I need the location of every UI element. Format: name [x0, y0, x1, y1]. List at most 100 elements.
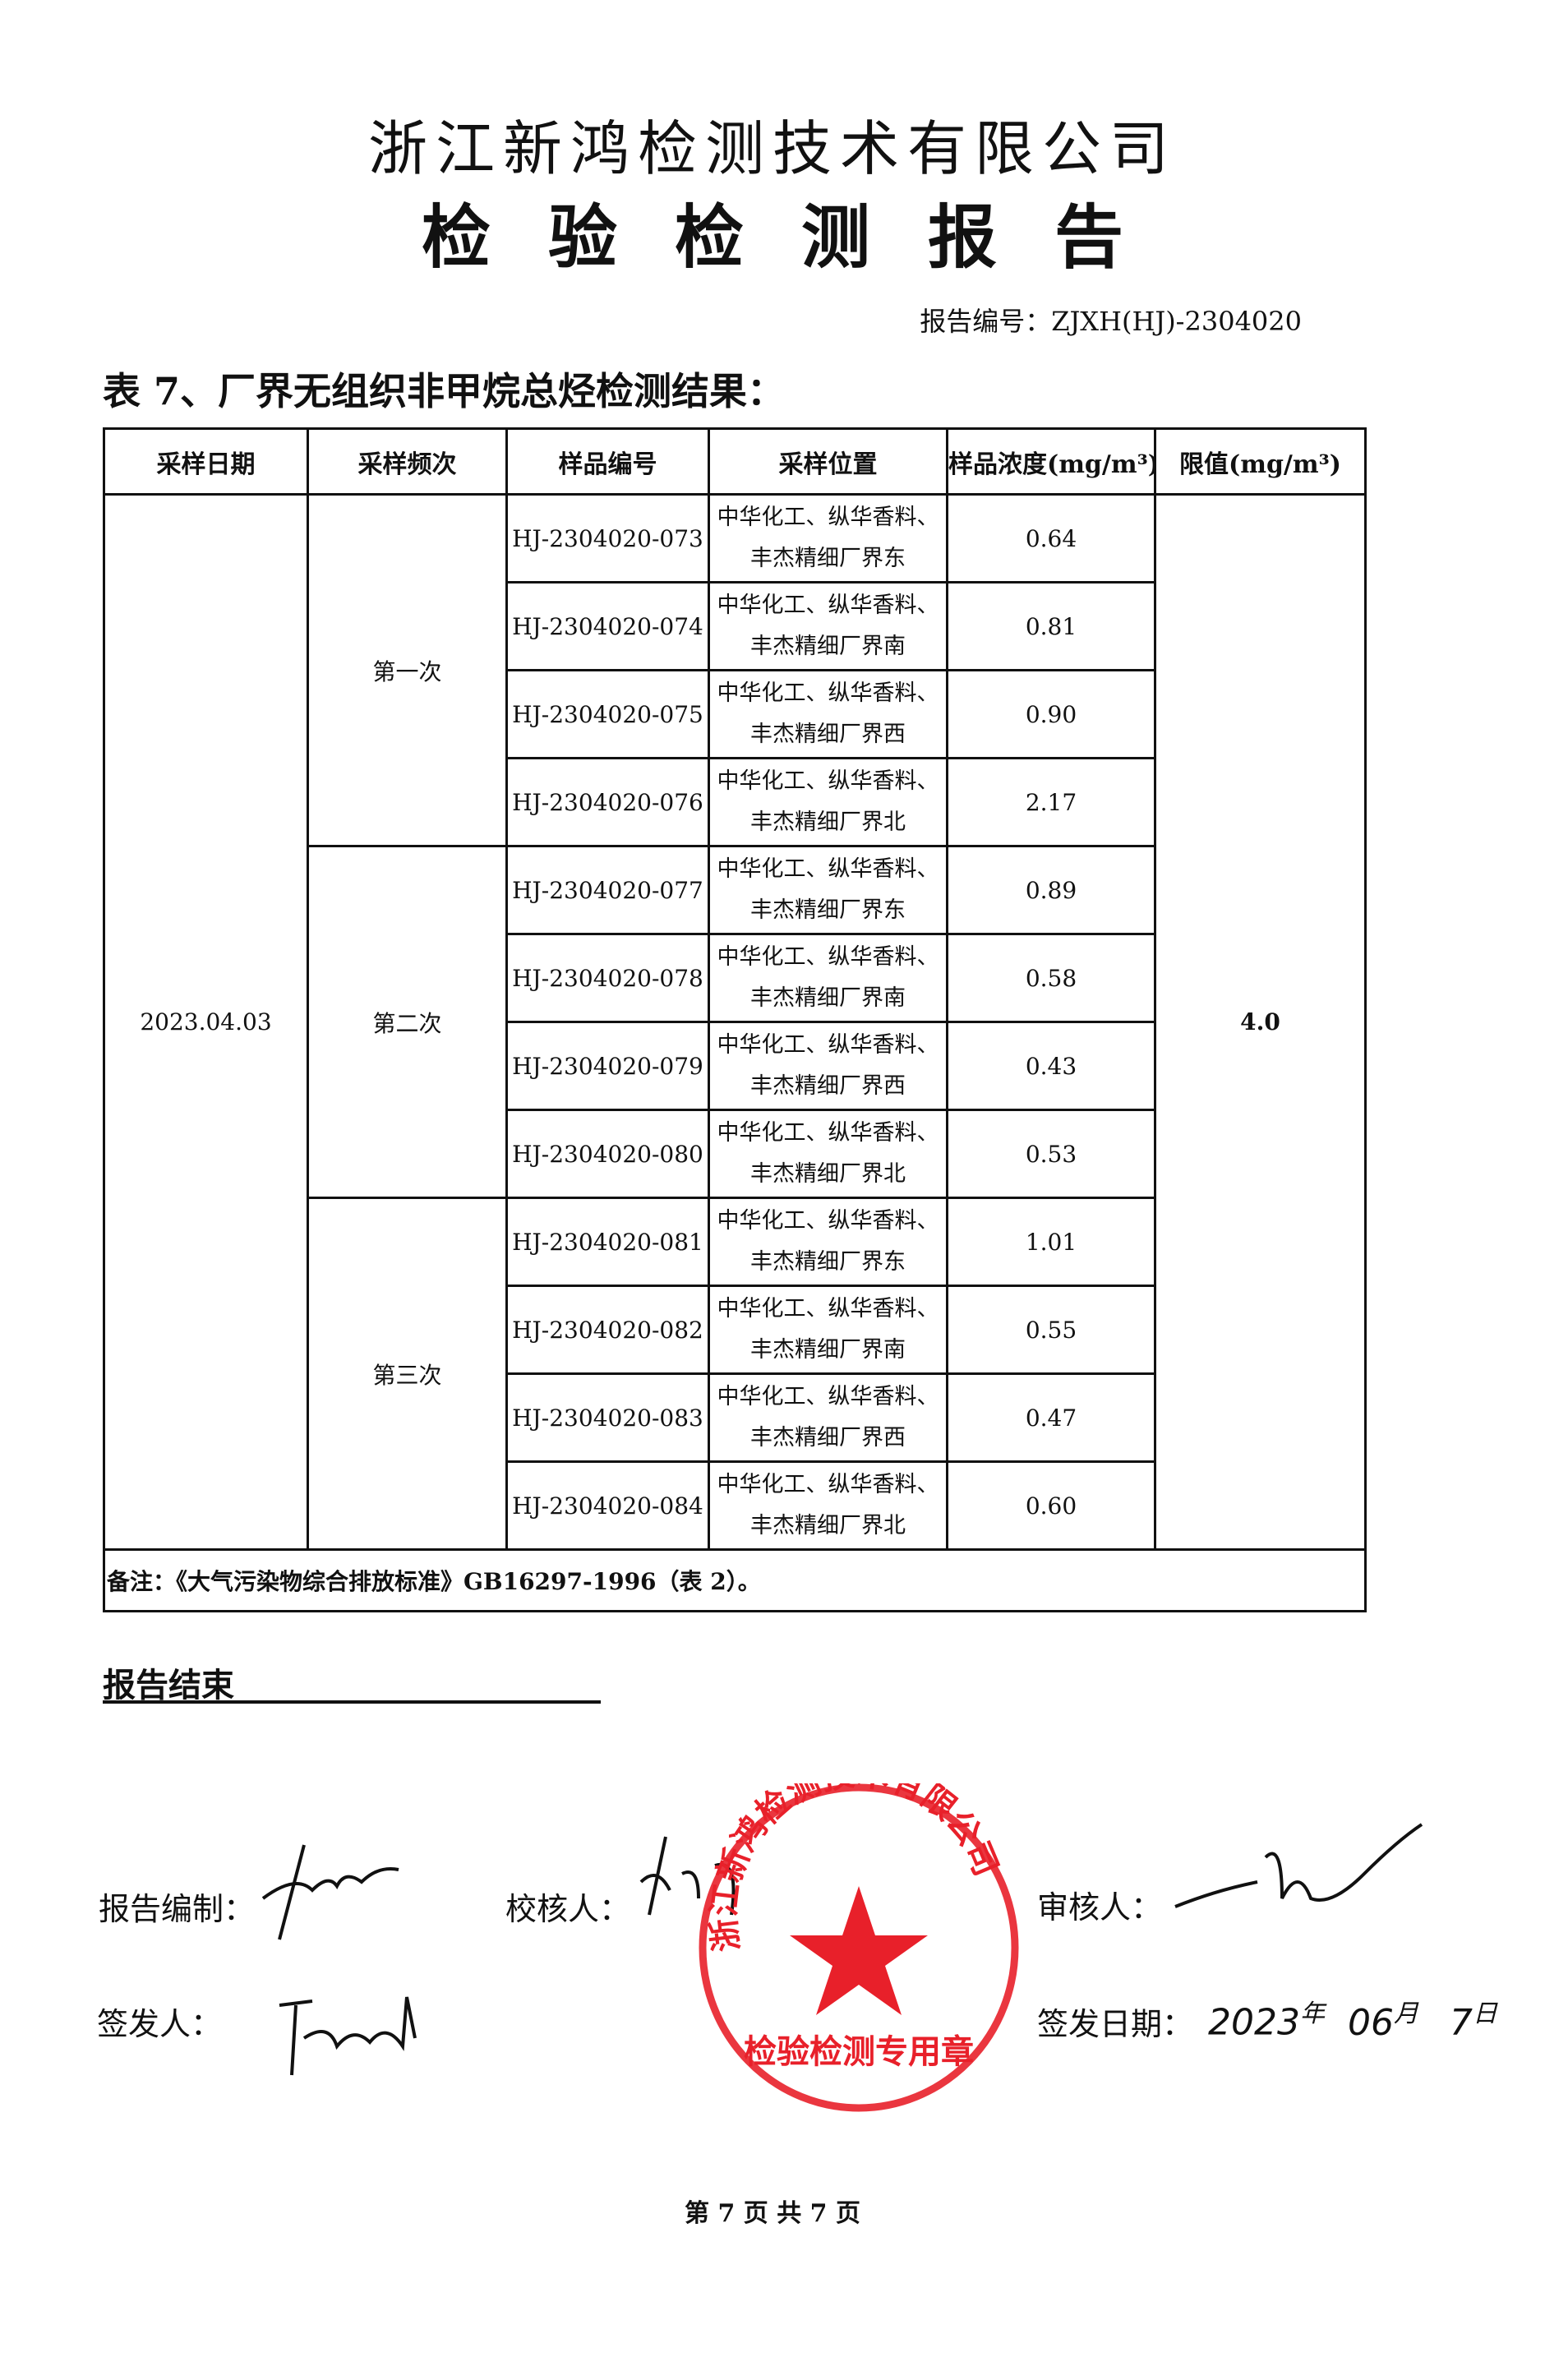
table-row: 第三次 HJ-2304020-081 中华化工、纵华香料、 丰杰精细厂界东 1.01: [104, 1197, 1366, 1551]
location-line: 丰杰精细厂界东: [750, 546, 906, 571]
sampling-location: 中华化工、纵华香料、 丰杰精细厂界北: [708, 757, 948, 847]
checker-label: 校核人：: [505, 1891, 631, 1927]
compiler-label: 报告编制：: [99, 1891, 256, 1927]
day-label: 日: [1472, 1999, 1497, 2028]
column-header: 采样日期: [103, 427, 309, 496]
location-line: 丰杰精细厂界南: [750, 634, 906, 659]
concentration-value: 0.58: [946, 933, 1156, 1023]
sample-id: HJ-2304020-080: [505, 1109, 710, 1199]
location-line: 中华化工、纵华香料、: [717, 768, 939, 794]
table-row: HJ-2304020-083 中华化工、纵华香料、 丰杰精细厂界西 0.47: [104, 1372, 1366, 1463]
sample-id: HJ-2304020-074: [505, 581, 710, 671]
year-label: 年: [1299, 1999, 1325, 2028]
column-header: 采样位置: [708, 427, 948, 496]
location-line: 丰杰精细厂界南: [750, 1337, 906, 1363]
sampling-location: 中华化工、纵华香料、 丰杰精细厂界南: [708, 1285, 948, 1375]
report-number: 报告编号：ZJXH(HJ)-2304020: [920, 301, 1302, 339]
concentration-value: 0.64: [946, 493, 1156, 583]
document-title: 检验检测报告: [421, 196, 1181, 278]
issue-date-label: 签发日期：: [1037, 2006, 1194, 2042]
sample-id: HJ-2304020-083: [505, 1372, 710, 1463]
sampling-location: 中华化工、纵华香料、 丰杰精细厂界东: [708, 493, 948, 583]
location-line: 中华化工、纵华香料、: [717, 680, 939, 706]
location-line: 丰杰精细厂界西: [750, 722, 906, 747]
concentration-value: 2.17: [946, 757, 1156, 847]
sampling-location: 中华化工、纵华香料、 丰杰精细厂界南: [708, 581, 948, 671]
sampling-location: 中华化工、纵华香料、 丰杰精细厂界东: [708, 1197, 948, 1287]
column-header: 采样频次: [307, 427, 508, 496]
location-line: 中华化工、纵华香料、: [717, 505, 939, 530]
table-row: HJ-2304020-078 中华化工、纵华香料、 丰杰精细厂界南 0.58: [104, 933, 1366, 1023]
company-name: 浙江新鸿检测技术有限公司: [367, 114, 1177, 183]
month-label: 月: [1393, 1999, 1418, 2028]
sampling-location: 中华化工、纵华香料、 丰杰精细厂界东: [708, 845, 948, 935]
column-header: 样品编号: [505, 427, 710, 496]
table-row: HJ-2304020-075 中华化工、纵华香料、 丰杰精细厂界西 0.90: [104, 669, 1366, 759]
location-line: 丰杰精细厂界东: [750, 1249, 906, 1275]
sampling-location: 中华化工、纵华香料、 丰杰精细厂界西: [708, 1021, 948, 1111]
table-title: 表 7、厂界无组织非甲烷总烃检测结果：: [103, 369, 786, 413]
concentration-value: 0.81: [946, 581, 1156, 671]
sampling-location: 中华化工、纵华香料、 丰杰精细厂界北: [708, 1460, 948, 1551]
location-line: 丰杰精细厂界北: [750, 1161, 906, 1187]
location-line: 中华化工、纵华香料、: [717, 1120, 939, 1146]
sample-id: HJ-2304020-078: [505, 933, 710, 1023]
location-line: 中华化工、纵华香料、: [717, 1208, 939, 1234]
concentration-value: 0.89: [946, 845, 1156, 935]
sample-id: HJ-2304020-082: [505, 1285, 710, 1375]
sample-id: HJ-2304020-077: [505, 845, 710, 935]
date-day: 7: [1449, 2001, 1473, 2044]
location-line: 丰杰精细厂界北: [750, 809, 906, 835]
divider: [103, 1700, 601, 1704]
concentration-value: 1.01: [946, 1197, 1156, 1287]
date-month: 06: [1347, 2001, 1394, 2044]
sampling-frequency: 第一次: [307, 493, 508, 847]
issuer-label: 签发人：: [97, 2006, 223, 2042]
sample-id: HJ-2304020-081: [505, 1197, 710, 1287]
column-header: 限值(mg/m³): [1154, 427, 1367, 496]
table-note: 备注：《大气污染物综合排放标准》GB16297-1996（表 2）。: [103, 1548, 1367, 1612]
checker-signature: [639, 1836, 736, 1916]
issue-date: 2023年 06月 7日: [1208, 1993, 1497, 2044]
sampling-frequency: 第三次: [307, 1197, 508, 1551]
concentration-value: 0.55: [946, 1285, 1156, 1375]
page-footer: 第 7 页 共 7 页: [685, 2199, 860, 2228]
column-header: 样品浓度(mg/m³): [946, 427, 1156, 496]
location-line: 中华化工、纵华香料、: [717, 1472, 939, 1497]
sampling-frequency: 第二次: [307, 845, 508, 1199]
issuer-signature: [279, 1996, 417, 2076]
sampling-location: 中华化工、纵华香料、 丰杰精细厂界北: [708, 1109, 948, 1199]
company-seal-stamp: 浙江新鸿检测技术有限公司 检验检测专用章: [699, 1783, 1019, 2112]
sampling-location: 中华化工、纵华香料、 丰杰精细厂界西: [708, 1372, 948, 1463]
sample-id: HJ-2304020-075: [505, 669, 710, 759]
sample-id: HJ-2304020-076: [505, 757, 710, 847]
concentration-value: 0.43: [946, 1021, 1156, 1111]
location-line: 丰杰精细厂界北: [750, 1513, 906, 1538]
sample-id: HJ-2304020-079: [505, 1021, 710, 1111]
sampling-location: 中华化工、纵华香料、 丰杰精细厂界南: [708, 933, 948, 1023]
sampling-date: 2023.04.03: [103, 493, 309, 1551]
location-line: 中华化工、纵华香料、: [717, 856, 939, 882]
table-row: HJ-2304020-080 中华化工、纵华香料、 丰杰精细厂界北 0.53: [104, 1109, 1366, 1199]
concentration-value: 0.90: [946, 669, 1156, 759]
stamp-bottom-text: 检验检测专用章: [744, 2032, 974, 2071]
table-row: HJ-2304020-079 中华化工、纵华香料、 丰杰精细厂界西 0.43: [104, 1021, 1366, 1111]
reviewer-signature: [1174, 1823, 1423, 1908]
location-line: 丰杰精细厂界西: [750, 1073, 906, 1099]
table-row: HJ-2304020-082 中华化工、纵华香料、 丰杰精细厂界南 0.55: [104, 1285, 1366, 1375]
table-header-row: 采样日期 采样频次 样品编号 采样位置 样品浓度(mg/m³) 限值(mg/m³): [103, 427, 1367, 496]
table-row: HJ-2304020-076 中华化工、纵华香料、 丰杰精细厂界北 2.17: [104, 757, 1366, 847]
sampling-location: 中华化工、纵华香料、 丰杰精细厂界西: [708, 669, 948, 759]
concentration-value: 0.47: [946, 1372, 1156, 1463]
table-row: HJ-2304020-084 中华化工、纵华香料、 丰杰精细厂界北 0.60: [104, 1460, 1366, 1551]
sample-id: HJ-2304020-084: [505, 1460, 710, 1551]
location-line: 中华化工、纵华香料、: [717, 1296, 939, 1321]
table-row: 2023.04.03 第一次 HJ-2304020-073 中华化工、纵华香料、 丰杰精…: [103, 493, 1367, 1551]
location-line: 丰杰精细厂界西: [750, 1425, 906, 1451]
concentration-value: 0.53: [946, 1109, 1156, 1199]
report-number-label: 报告编号：: [920, 306, 1052, 337]
table-row: 第二次 HJ-2304020-077 中华化工、纵华香料、 丰杰精细厂界东 0.89: [104, 845, 1366, 1199]
reviewer-label: 审核人：: [1037, 1889, 1163, 1926]
location-line: 丰杰精细厂界南: [750, 985, 906, 1011]
location-line: 中华化工、纵华香料、: [717, 1032, 939, 1058]
